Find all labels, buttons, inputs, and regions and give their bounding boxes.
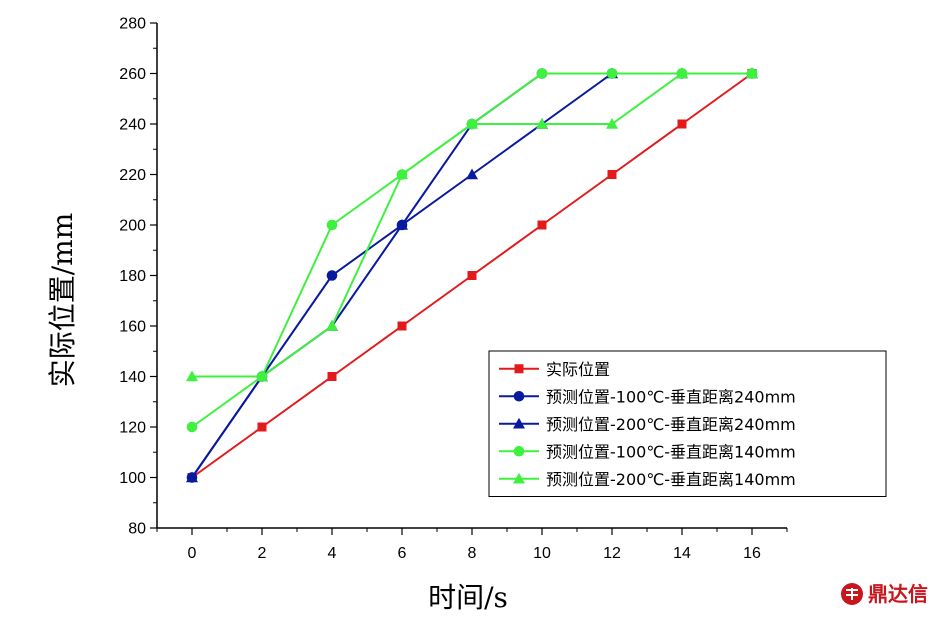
x-tick-label: 4 xyxy=(328,545,337,562)
legend-label: 预测位置-200℃-垂直距离240mm xyxy=(546,415,796,434)
legend-marker xyxy=(513,390,525,402)
data-point xyxy=(186,421,198,433)
legend-marker xyxy=(513,417,525,429)
x-axis-title: 时间/s xyxy=(428,581,508,614)
series-layer xyxy=(186,67,758,483)
data-point xyxy=(396,168,408,180)
data-point xyxy=(397,321,407,331)
data-point xyxy=(677,119,687,129)
y-tick-label: 240 xyxy=(119,117,146,134)
ticks: 80 100 120 140 160 180 200 220 240 260 280 0 2 4 6 8 10 1… xyxy=(119,16,788,562)
y-tick-label: 260 xyxy=(119,66,146,83)
data-point xyxy=(537,220,547,230)
data-point xyxy=(257,422,267,432)
legend-label: 实际位置 xyxy=(546,360,610,379)
data-point xyxy=(676,67,688,79)
data-point xyxy=(327,372,337,381)
x-tick-label: 6 xyxy=(398,545,407,562)
y-tick-label: 120 xyxy=(119,420,146,437)
data-point xyxy=(606,68,618,79)
legend-item: 预测位置-100℃-垂直距离140mm xyxy=(499,442,796,461)
data-point xyxy=(466,168,478,180)
y-tick-label: 100 xyxy=(119,470,146,487)
legend-item: 实际位置 xyxy=(499,360,610,379)
y-tick-label: 220 xyxy=(119,167,146,184)
legend-label: 预测位置-200℃-垂直距离140mm xyxy=(546,470,796,489)
y-tick-label: 280 xyxy=(119,16,146,33)
data-point xyxy=(186,370,198,382)
legend-item: 预测位置-200℃-垂直距离140mm xyxy=(499,470,796,489)
data-point xyxy=(326,270,338,281)
legend-item: 预测位置-200℃-垂直距离240mm xyxy=(499,415,796,434)
y-tick-label: 160 xyxy=(119,319,146,336)
data-point xyxy=(606,118,618,129)
data-point xyxy=(536,118,548,129)
x-tick-label: 0 xyxy=(188,545,197,562)
watermark-text: 鼎达信 xyxy=(868,582,928,606)
legend-marker xyxy=(513,472,525,484)
y-tick-label: 80 xyxy=(128,521,146,538)
data-point xyxy=(256,370,268,382)
series-5 xyxy=(186,67,758,382)
legend-label: 预测位置-100℃-垂直距离140mm xyxy=(546,442,796,461)
legend-marker xyxy=(513,445,525,457)
legend-marker xyxy=(514,364,524,374)
data-point xyxy=(746,67,758,79)
y-tick-label: 180 xyxy=(119,268,146,285)
data-point xyxy=(466,118,478,129)
x-tick-label: 2 xyxy=(258,545,267,562)
data-point xyxy=(536,68,548,79)
x-tick-label: 12 xyxy=(603,545,621,562)
x-tick-label: 8 xyxy=(468,545,477,562)
data-point xyxy=(467,271,477,280)
legend-box xyxy=(488,350,887,497)
data-point xyxy=(396,219,408,230)
y-tick-label: 200 xyxy=(119,218,146,235)
x-tick-label: 14 xyxy=(673,545,691,562)
data-point xyxy=(326,320,338,331)
data-point xyxy=(607,170,617,179)
y-axis-title: 实际位置/mm xyxy=(46,213,79,388)
legend-item: 预测位置-100℃-垂直距离240mm xyxy=(499,387,796,406)
y-tick-label: 140 xyxy=(119,369,146,386)
x-tick-label: 10 xyxy=(533,545,551,562)
legend-label: 预测位置-100℃-垂直距离240mm xyxy=(546,387,796,406)
x-tick-label: 16 xyxy=(743,545,761,562)
data-point xyxy=(326,219,338,231)
data-point xyxy=(186,471,198,483)
watermark: 鼎达信 xyxy=(841,582,928,606)
